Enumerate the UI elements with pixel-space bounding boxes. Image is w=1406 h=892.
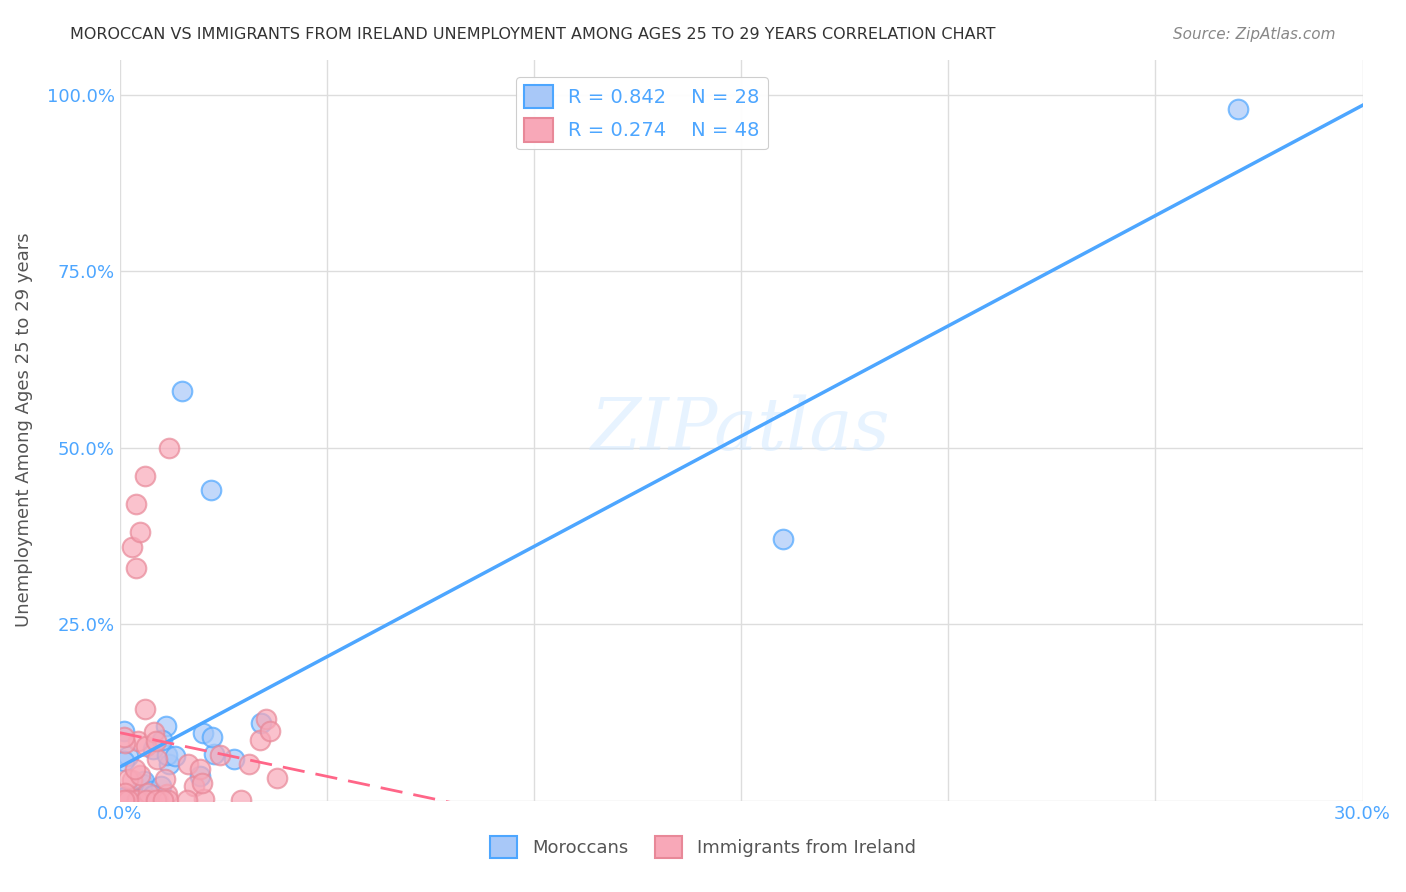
Point bbox=[238, 756, 260, 771]
Point bbox=[115, 793, 138, 807]
Point bbox=[150, 732, 173, 747]
Point bbox=[170, 384, 193, 399]
Point bbox=[115, 790, 138, 805]
Point bbox=[129, 525, 152, 540]
Point bbox=[117, 793, 139, 807]
Text: MOROCCAN VS IMMIGRANTS FROM IRELAND UNEMPLOYMENT AMONG AGES 25 TO 29 YEARS CORRE: MOROCCAN VS IMMIGRANTS FROM IRELAND UNEM… bbox=[70, 27, 995, 42]
Point bbox=[114, 736, 136, 750]
Point bbox=[190, 776, 212, 790]
Point bbox=[188, 769, 211, 783]
Point bbox=[188, 762, 211, 776]
Point bbox=[156, 747, 179, 762]
Point bbox=[134, 701, 156, 715]
Point bbox=[193, 792, 215, 806]
Point bbox=[177, 756, 200, 771]
Point bbox=[191, 725, 214, 739]
Point bbox=[150, 779, 173, 793]
Point bbox=[159, 441, 181, 455]
Point bbox=[142, 788, 165, 802]
Point bbox=[165, 749, 187, 764]
Point bbox=[125, 560, 148, 574]
Point bbox=[155, 719, 177, 733]
Point bbox=[143, 725, 166, 739]
Point bbox=[142, 742, 165, 756]
Point bbox=[117, 772, 139, 786]
Point bbox=[115, 790, 138, 805]
Point bbox=[1227, 102, 1250, 116]
Point bbox=[200, 483, 222, 497]
Y-axis label: Unemployment Among Ages 25 to 29 years: Unemployment Among Ages 25 to 29 years bbox=[15, 233, 32, 627]
Point bbox=[115, 793, 138, 807]
Text: Source: ZipAtlas.com: Source: ZipAtlas.com bbox=[1173, 27, 1336, 42]
Point bbox=[141, 784, 163, 798]
Point bbox=[209, 748, 232, 763]
Point bbox=[145, 733, 167, 747]
Point bbox=[259, 724, 281, 739]
Point bbox=[125, 793, 148, 807]
Point bbox=[112, 793, 135, 807]
Point bbox=[145, 793, 167, 807]
Point bbox=[131, 777, 153, 791]
Point bbox=[129, 768, 152, 782]
Point bbox=[132, 773, 155, 788]
Point bbox=[112, 723, 135, 738]
Point bbox=[114, 786, 136, 800]
Point bbox=[176, 793, 198, 807]
Point bbox=[135, 739, 157, 753]
Point bbox=[121, 773, 143, 788]
Legend: R = 0.842    N = 28, R = 0.274    N = 48: R = 0.842 N = 28, R = 0.274 N = 48 bbox=[516, 77, 768, 150]
Point bbox=[772, 533, 794, 547]
Point bbox=[249, 732, 271, 747]
Point bbox=[112, 790, 135, 805]
Point bbox=[201, 730, 224, 744]
Point bbox=[156, 787, 179, 801]
Point bbox=[112, 754, 135, 768]
Point bbox=[202, 747, 225, 762]
Point bbox=[121, 540, 143, 554]
Text: ZIPatlas: ZIPatlas bbox=[592, 395, 891, 466]
Point bbox=[152, 793, 174, 807]
Point bbox=[146, 793, 169, 807]
Point bbox=[183, 779, 205, 793]
Point bbox=[120, 790, 142, 805]
Point bbox=[157, 793, 180, 807]
Point bbox=[135, 793, 157, 807]
Point bbox=[136, 786, 159, 800]
Point bbox=[231, 793, 253, 807]
Point bbox=[141, 793, 163, 807]
Point bbox=[112, 731, 135, 745]
Point bbox=[266, 771, 288, 785]
Point bbox=[134, 469, 156, 483]
Point bbox=[254, 712, 277, 726]
Point bbox=[124, 762, 146, 776]
Point bbox=[157, 756, 180, 771]
Point bbox=[222, 752, 245, 766]
Point bbox=[117, 749, 139, 764]
Point bbox=[146, 752, 169, 766]
Point bbox=[125, 793, 148, 807]
Point bbox=[125, 497, 148, 511]
Point bbox=[155, 772, 177, 787]
Point bbox=[127, 733, 149, 747]
Point bbox=[249, 715, 271, 730]
Point bbox=[112, 793, 135, 807]
Legend: Moroccans, Immigrants from Ireland: Moroccans, Immigrants from Ireland bbox=[484, 829, 922, 865]
